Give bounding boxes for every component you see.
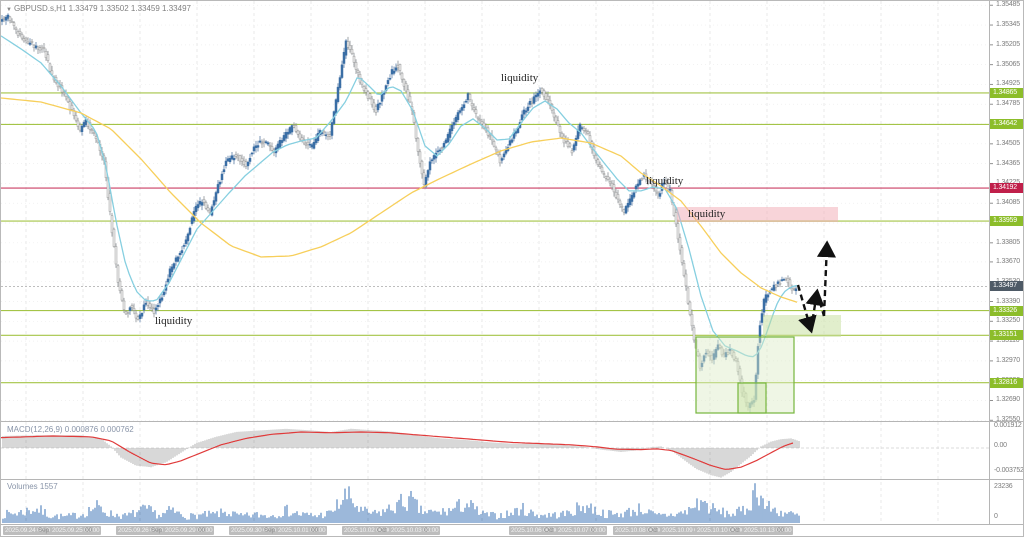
price-tick-label: 1.34085: [996, 199, 1020, 207]
price-tick-label: 1.34785: [996, 100, 1020, 108]
price-tick-label: 1.33670: [996, 257, 1020, 265]
date-separator-badge: 2025.10.10 00:00: [695, 526, 747, 535]
date-separator-badge: 2025.10.08 00:00: [613, 526, 665, 535]
date-separator-badge: 2025.10.06 00:00: [509, 526, 561, 535]
chart-title: ▼ GBPUSD.s,H1 1.33479 1.33502 1.33459 1.3…: [6, 4, 191, 13]
month-label: Oct: [648, 527, 658, 534]
liquidity-annotation: liquidity: [688, 208, 726, 220]
month-label: Oct: [377, 527, 387, 534]
month-label: Sep: [151, 527, 162, 534]
price-tick-label: 1.34925: [996, 80, 1020, 88]
hour-label: 0: [591, 527, 595, 534]
volume-axis-label: 23236: [994, 483, 1013, 490]
date-separator-badge: 2025.09.25 00:00: [50, 526, 102, 535]
date-separator-badge: 2025.10.03 00:00: [389, 526, 441, 535]
price-level-badge: 1.34865: [990, 87, 1023, 98]
macd-axis-label: 0.001912: [994, 422, 1022, 429]
price-level-badge: 1.33959: [990, 216, 1023, 227]
price-tick-label: 1.35205: [996, 40, 1020, 48]
date-separator-badge: 2025.10.07 00:00: [556, 526, 608, 535]
price-tick-label: 1.33530: [996, 278, 1020, 285]
month-label: Oct: [730, 527, 740, 534]
date-separator-badge: 2025.10.13 00:00: [742, 526, 794, 535]
price-tick-label: 1.33805: [996, 238, 1020, 246]
date-separator-badge: 2025.09.29 00:00: [163, 526, 215, 535]
price-level-badge: 1.34642: [990, 119, 1023, 130]
month-label: Oct: [544, 527, 554, 534]
price-tick-label: 1.34225: [996, 179, 1020, 186]
price-tick-label: 1.32550: [996, 416, 1020, 424]
liquidity-annotation: liquidity: [646, 175, 684, 187]
macd-indicator-label: MACD(12,26,9) 0.000876 0.000762: [7, 425, 134, 434]
chart-title-text: GBPUSD.s,H1 1.33479 1.33502 1.33459 1.33…: [13, 4, 191, 13]
price-tick-label: 1.33390: [996, 297, 1020, 305]
price-tick-label: 1.35345: [996, 21, 1020, 29]
price-tick-label: 1.32690: [996, 396, 1020, 404]
hour-label: 0: [424, 527, 428, 534]
hour-label: 00: [85, 527, 92, 534]
date-separator-badge: 2025.10.02 00:00: [342, 526, 394, 535]
price-level-badge: 1.33326: [990, 305, 1023, 316]
symbol-dropdown-icon[interactable]: ▼: [6, 7, 12, 13]
month-label: Sep: [264, 527, 275, 534]
price-tick-label: 1.32970: [996, 356, 1020, 364]
date-separator-badge: 2025.09.24 00:00: [3, 526, 55, 535]
price-tick-label: 1.35065: [996, 60, 1020, 68]
hour-label: 00: [311, 527, 318, 534]
hour-label: 00: [198, 527, 205, 534]
macd-axis-label: -0.003752: [994, 467, 1024, 474]
liquidity-annotation: liquidity: [155, 315, 193, 327]
price-level-badge: 1.33151: [990, 330, 1023, 341]
price-tick-label: 1.34365: [996, 159, 1020, 167]
current-price-badge: 1.33497: [990, 281, 1023, 292]
price-tick-label: 1.33110: [996, 337, 1020, 345]
price-tick-label: 1.34505: [996, 139, 1020, 147]
date-separator-badge: 2025.10.01 00:00: [276, 526, 328, 535]
date-separator-badge: 2025.09.26 00:00: [116, 526, 168, 535]
date-separator-badge: 2025.09.30 00:00: [229, 526, 281, 535]
price-level-badge: 1.32816: [990, 377, 1023, 388]
price-tick-label: 1.35485: [996, 1, 1020, 9]
price-level-badge: 1.34192: [990, 183, 1023, 194]
macd-axis-label: 0.00: [994, 442, 1007, 449]
volumes-indicator-label: Volumes 1557: [7, 482, 58, 491]
price-tick-label: 1.33250: [996, 317, 1020, 325]
hour-label: 00: [777, 527, 784, 534]
liquidity-annotation: liquidity: [501, 72, 539, 84]
month-label: Sep: [38, 527, 49, 534]
date-separator-badge: 2025.10.09 00:00: [660, 526, 712, 535]
volume-axis-label: 0: [994, 513, 998, 520]
